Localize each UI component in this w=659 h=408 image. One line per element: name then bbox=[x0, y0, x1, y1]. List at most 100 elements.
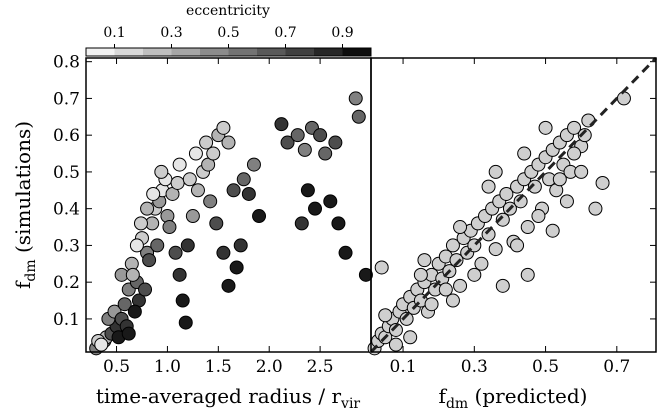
data-point bbox=[178, 315, 193, 330]
data-point bbox=[190, 183, 205, 198]
data-point bbox=[331, 216, 346, 231]
x-tick-label: 2.5 bbox=[307, 357, 334, 377]
data-point bbox=[221, 278, 236, 293]
data-point bbox=[125, 267, 140, 282]
data-point bbox=[146, 186, 161, 201]
one-to-one-dashed-line bbox=[369, 56, 658, 354]
data-point bbox=[413, 267, 428, 282]
data-point bbox=[531, 209, 546, 224]
data-point bbox=[449, 253, 464, 268]
data-point bbox=[229, 260, 244, 275]
data-point bbox=[351, 109, 366, 124]
data-point bbox=[328, 135, 343, 150]
data-point bbox=[172, 267, 187, 282]
data-point bbox=[154, 164, 169, 179]
data-point bbox=[241, 186, 256, 201]
data-point bbox=[445, 293, 460, 308]
data-point bbox=[117, 297, 132, 312]
data-point bbox=[216, 120, 231, 135]
colorbar: eccentricity 0.1 0.3 0.5 0.7 0.9 bbox=[85, 3, 372, 57]
colorbar-step bbox=[200, 48, 229, 56]
x-tick-label: 0.3 bbox=[461, 357, 488, 377]
data-point bbox=[552, 172, 567, 187]
left-scatter-panel: 0.5 1.0 1.5 2.0 2.5 0.1 0.2 0.3 0.4 0.5 0.6 0.7 0.8… bbox=[11, 53, 656, 408]
colorbar-step bbox=[342, 48, 372, 56]
data-point bbox=[453, 278, 468, 293]
data-point bbox=[233, 238, 248, 253]
data-point bbox=[150, 238, 165, 253]
data-point bbox=[567, 120, 582, 135]
data-point bbox=[199, 135, 214, 150]
data-point bbox=[374, 260, 389, 275]
y-tick-label: 0.8 bbox=[53, 53, 80, 73]
data-point bbox=[595, 175, 610, 190]
data-point bbox=[495, 212, 510, 227]
data-point bbox=[252, 209, 267, 224]
data-point bbox=[527, 179, 542, 194]
data-point bbox=[129, 238, 144, 253]
colorbar-step bbox=[143, 48, 172, 56]
data-point bbox=[168, 245, 183, 260]
colorbar-step bbox=[228, 48, 258, 56]
data-point bbox=[388, 337, 403, 352]
right-plot-frame bbox=[370, 57, 657, 353]
y-tick-label: 0.5 bbox=[53, 163, 80, 183]
data-point bbox=[206, 146, 221, 161]
y-tick-label: 0.4 bbox=[53, 200, 80, 220]
data-point bbox=[162, 220, 177, 235]
data-point bbox=[246, 157, 261, 172]
x-tick-label: 0.5 bbox=[532, 357, 559, 377]
data-point bbox=[172, 157, 187, 172]
data-point bbox=[203, 194, 218, 209]
data-point bbox=[417, 253, 432, 268]
data-point bbox=[313, 128, 328, 143]
x-tick-label: 1.5 bbox=[205, 357, 232, 377]
data-point bbox=[175, 293, 190, 308]
data-point bbox=[127, 304, 142, 319]
data-point bbox=[308, 201, 323, 216]
right-scatter-panel: 0.1 0.3 0.5 0.7 fdm (predicted) bbox=[367, 56, 658, 408]
data-point bbox=[378, 308, 393, 323]
data-point bbox=[445, 238, 460, 253]
y-tick-label: 0.7 bbox=[53, 89, 80, 109]
colorbar-tick-label: 0.7 bbox=[274, 25, 296, 41]
data-point bbox=[133, 216, 148, 231]
data-point bbox=[290, 128, 305, 143]
x-tick-label: 1.0 bbox=[154, 357, 181, 377]
data-point bbox=[399, 311, 414, 326]
data-point bbox=[170, 175, 185, 190]
data-point bbox=[182, 172, 197, 187]
data-point bbox=[616, 91, 631, 106]
data-point bbox=[300, 183, 315, 198]
data-point bbox=[499, 186, 514, 201]
y-axis-label: fdm (simulations) bbox=[11, 121, 39, 289]
data-point bbox=[403, 330, 418, 345]
colorbar-step bbox=[257, 48, 286, 56]
right-x-axis-label: fdm (predicted) bbox=[439, 384, 588, 408]
data-point bbox=[294, 216, 309, 231]
data-point bbox=[185, 209, 200, 224]
colorbar-tick-label: 0.9 bbox=[331, 25, 353, 41]
data-point bbox=[577, 128, 592, 143]
data-point bbox=[323, 194, 338, 209]
left-x-axis-label: time-averaged radius / rvir bbox=[96, 384, 361, 408]
data-point bbox=[545, 223, 560, 238]
data-point bbox=[388, 322, 403, 337]
colorbar-label: eccentricity bbox=[186, 3, 270, 19]
data-point bbox=[510, 238, 525, 253]
y-tick-label: 0.3 bbox=[53, 236, 80, 256]
colorbar-step bbox=[314, 48, 343, 56]
data-point bbox=[559, 194, 574, 209]
data-point bbox=[348, 91, 363, 106]
data-point bbox=[318, 146, 333, 161]
data-point bbox=[140, 201, 155, 216]
colorbar-tick-label: 0.3 bbox=[160, 25, 182, 41]
data-point bbox=[297, 142, 312, 157]
y-tick-label: 0.1 bbox=[53, 310, 80, 330]
data-point bbox=[338, 245, 353, 260]
data-point bbox=[438, 282, 453, 297]
data-point bbox=[574, 164, 589, 179]
data-point bbox=[588, 201, 603, 216]
data-point bbox=[209, 216, 224, 231]
